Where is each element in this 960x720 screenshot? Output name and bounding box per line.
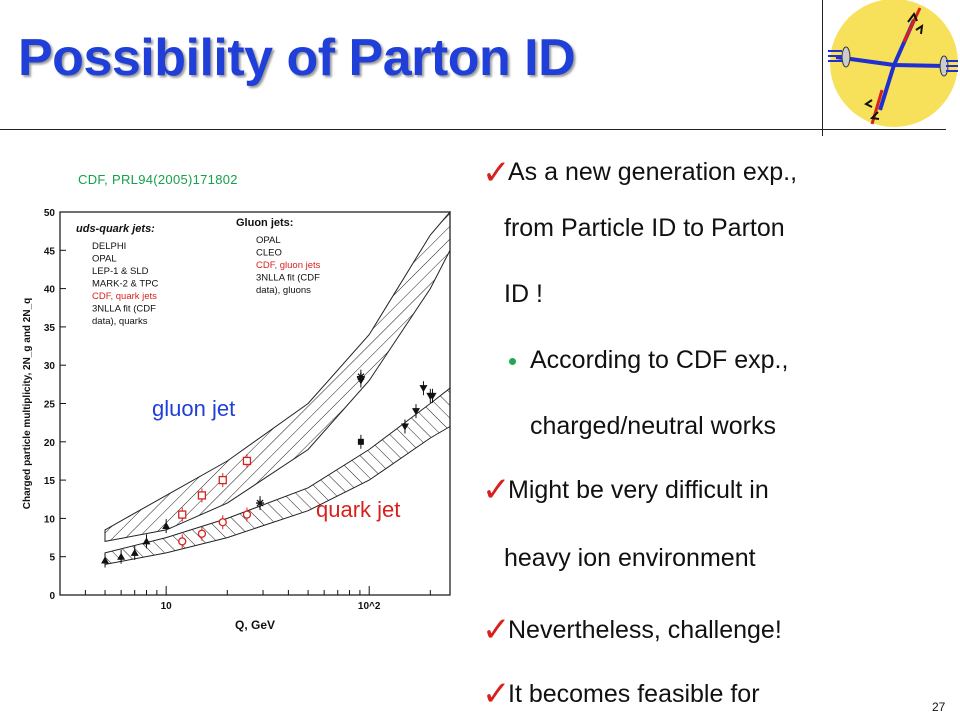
legend-entry: 3NLLA fit (CDF: [256, 273, 320, 284]
bullet-line: ID !: [504, 280, 543, 308]
citation: CDF, PRL94(2005)171802: [78, 172, 238, 187]
bullet-line: heavy ion environment: [504, 544, 756, 572]
data-point: [117, 552, 126, 560]
data-point: [242, 510, 252, 519]
data-point: [400, 423, 409, 431]
check-icon: ✓: [482, 153, 511, 193]
data-point: [197, 491, 207, 500]
legend-entry: LEP-1 & SLD: [92, 266, 149, 277]
bullet-line: It becomes feasible for: [508, 680, 760, 708]
y-tick-label: 10: [44, 514, 56, 525]
legend-title: uds-quark jets:: [76, 223, 155, 235]
y-tick-label: 25: [44, 400, 56, 411]
data-point: [178, 510, 187, 519]
legend-entry: OPAL: [256, 235, 281, 246]
title-divider: [0, 129, 946, 130]
data-point: [356, 372, 365, 381]
bullet-line: charged/neutral works: [530, 412, 776, 440]
x-tick-label: 10: [161, 601, 173, 612]
gluon-jet-callout: gluon jet: [152, 396, 236, 421]
parton-logo-icon: [828, 0, 958, 127]
bullet-line: from Particle ID to Parton: [504, 214, 785, 242]
bullet-line: According to CDF exp.,: [530, 346, 789, 374]
y-tick-label: 15: [44, 476, 56, 487]
slide-title: Possibility of Parton ID: [18, 29, 576, 87]
legend-title: Gluon jets:: [236, 217, 293, 229]
x-tick-label: 10^2: [358, 601, 381, 612]
data-point: [101, 556, 110, 564]
data-point: [218, 518, 227, 527]
y-axis-label: Charged particle multiplicity, 2N_g and …: [22, 298, 33, 510]
x-axis-label: Q, GeV: [235, 618, 275, 632]
data-point: [428, 392, 437, 400]
data-point: [142, 537, 151, 545]
logo-divider: [822, 0, 823, 136]
legend-entry: MARK-2 & TPC: [92, 279, 158, 290]
data-point: [178, 537, 187, 546]
check-icon: ✓: [482, 610, 511, 650]
data-point: [411, 408, 420, 416]
legend-entry: data), gluons: [256, 285, 311, 296]
y-tick-label: 40: [44, 285, 56, 296]
data-point: [162, 522, 171, 530]
y-tick-label: 45: [44, 246, 56, 257]
data-point: [242, 456, 252, 466]
legend-entry: CDF, quark jets: [92, 291, 157, 302]
bullet-line: Nevertheless, challenge!: [508, 616, 782, 644]
y-tick-label: 50: [44, 208, 56, 219]
legend-entry: data), quarks: [92, 316, 148, 327]
bullet-line: As a new generation exp.,: [508, 158, 798, 186]
y-tick-label: 35: [44, 323, 56, 334]
check-icon: ✓: [482, 470, 511, 510]
y-tick-label: 0: [49, 591, 55, 602]
y-tick-label: 20: [44, 438, 56, 449]
data-point: [419, 385, 428, 393]
legend-entry: CDF, gluon jets: [256, 260, 321, 271]
legend-entry: 3NLLA fit (CDF: [92, 304, 156, 315]
data-point: [256, 499, 265, 508]
data-point: [357, 438, 364, 445]
sub-bullet-dot-icon: [509, 358, 516, 365]
bullet-line: Might be very difficult in: [508, 476, 769, 504]
legend-entry: CLEO: [256, 248, 282, 259]
legend-entry: DELPHI: [92, 241, 126, 252]
page-number: 27: [932, 700, 946, 714]
check-icon: ✓: [482, 674, 511, 714]
quark-jet-callout: quark jet: [316, 497, 401, 522]
multiplicity-chart: 0 5 10 15 20 25 30 35 40 45 50 10 10^2 Q, GeV Charged …: [22, 208, 451, 632]
data-point: [197, 529, 207, 538]
y-tick-label: 30: [44, 361, 56, 372]
y-tick-label: 5: [49, 553, 55, 564]
data-point: [130, 548, 139, 556]
legend-entry: OPAL: [92, 254, 117, 265]
data-point: [218, 475, 227, 485]
